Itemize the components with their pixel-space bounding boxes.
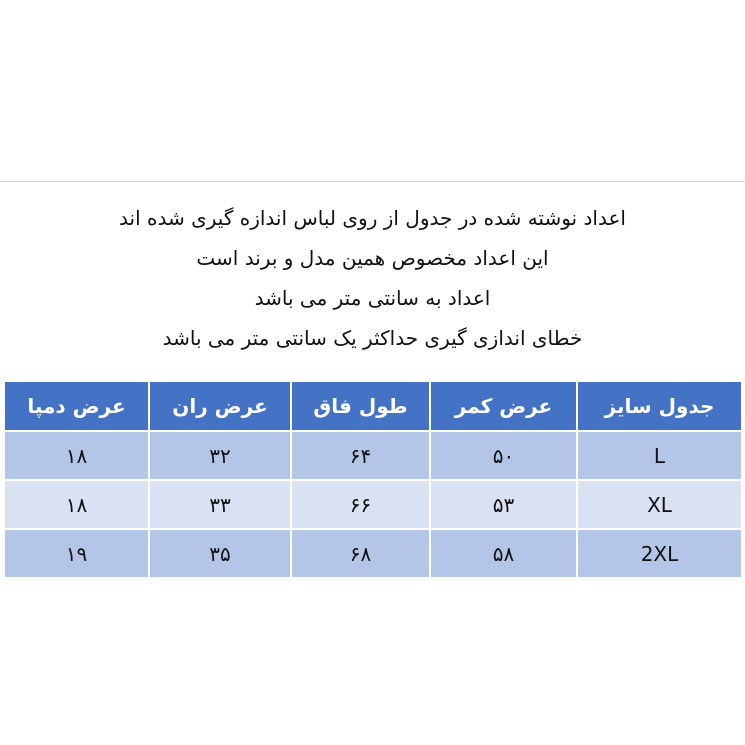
cell-waist: ۵۳ bbox=[429, 479, 578, 530]
cell-size: XL bbox=[576, 479, 743, 530]
cell-rise: ۶۸ bbox=[290, 528, 431, 579]
divider bbox=[0, 181, 745, 182]
size-table: جدول سایز عرض کمر طول فاق عرض ران عرض دم… bbox=[3, 380, 743, 579]
cell-hem: ۱۸ bbox=[3, 430, 150, 481]
size-notes: اعداد نوشته شده در جدول از روی لباس اندا… bbox=[0, 198, 745, 358]
cell-rise: ۶۴ bbox=[290, 430, 431, 481]
table-row: L ۵۰ ۶۴ ۳۲ ۱۸ bbox=[3, 430, 743, 481]
header-rise: طول فاق bbox=[290, 380, 431, 432]
cell-hem: ۱۹ bbox=[3, 528, 150, 579]
header-waist: عرض کمر bbox=[429, 380, 578, 432]
cell-size: L bbox=[576, 430, 743, 481]
cell-hem: ۱۸ bbox=[3, 479, 150, 530]
cell-thigh: ۳۲ bbox=[148, 430, 292, 481]
table-row: XL ۵۳ ۶۶ ۳۳ ۱۸ bbox=[3, 479, 743, 530]
header-hem: عرض دمپا bbox=[3, 380, 150, 432]
note-line: خطای اندازی گیری حداکثر یک سانتی متر می … bbox=[162, 326, 583, 350]
cell-rise: ۶۶ bbox=[290, 479, 431, 530]
header-size: جدول سایز bbox=[576, 380, 743, 432]
cell-waist: ۵۸ bbox=[429, 528, 578, 579]
note-line: اعداد نوشته شده در جدول از روی لباس اندا… bbox=[119, 206, 626, 230]
cell-thigh: ۳۳ bbox=[148, 479, 292, 530]
note-line: این اعداد مخصوص همین مدل و برند است bbox=[196, 246, 549, 270]
cell-size: 2XL bbox=[576, 528, 743, 579]
note-line: اعداد به سانتی متر می باشد bbox=[254, 286, 491, 310]
cell-thigh: ۳۵ bbox=[148, 528, 292, 579]
cell-waist: ۵۰ bbox=[429, 430, 578, 481]
header-thigh: عرض ران bbox=[148, 380, 292, 432]
table-header: جدول سایز عرض کمر طول فاق عرض ران عرض دم… bbox=[3, 380, 743, 432]
table-row: 2XL ۵۸ ۶۸ ۳۵ ۱۹ bbox=[3, 528, 743, 579]
